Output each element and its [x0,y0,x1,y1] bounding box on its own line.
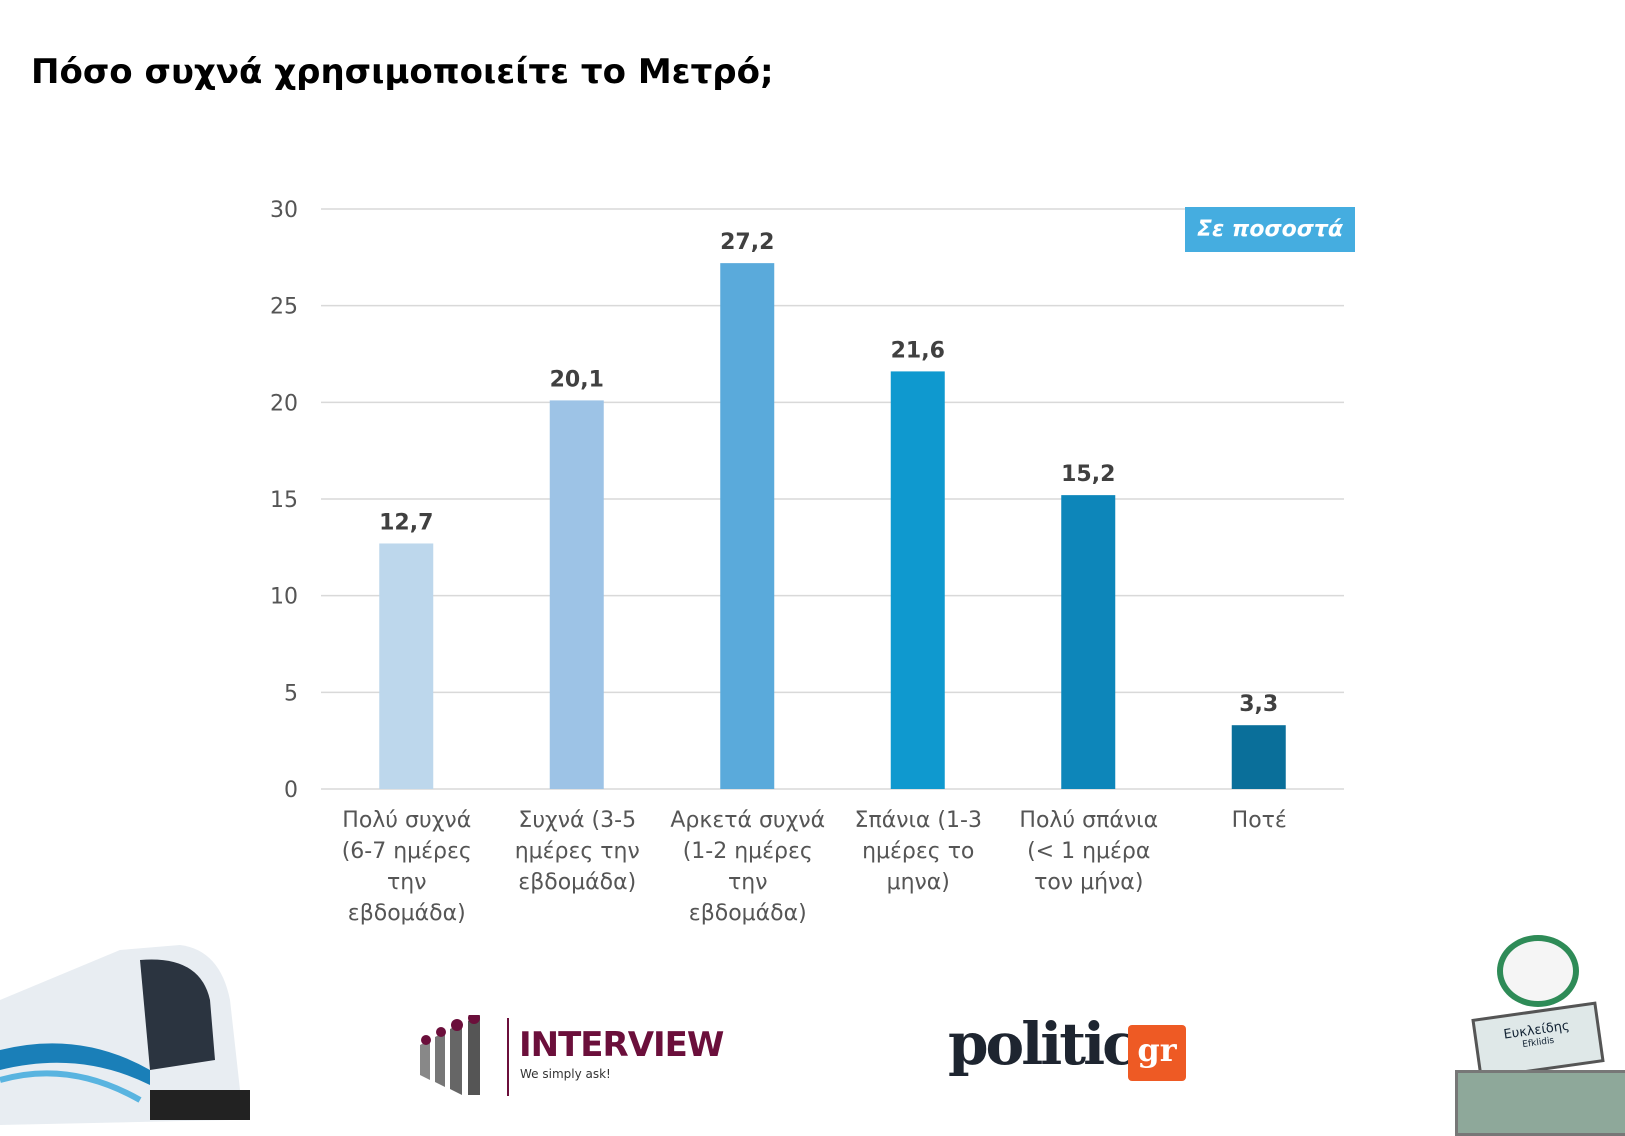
interview-tagline: We simply ask! [520,1067,611,1081]
y-tick-label: 15 [270,488,298,513]
y-tick-label: 20 [270,391,298,416]
bar [1061,495,1116,789]
metro-train-image [0,945,250,1125]
x-tick-label-line: (1-2 ημέρες [682,839,813,864]
metro-station-sign-image: Ευκλείδης Efklidis [1445,930,1625,1136]
x-tick-label-line: Σπάνια (1-3 [854,808,982,833]
x-tick-label-line: την [387,870,427,895]
x-tick-label-line: (< 1 ημέρα [1027,839,1151,864]
x-tick-label-line: εβδομάδα) [688,901,807,926]
x-tick-label: Πολύ συχνά (6-7 ημέρες την εβδομάδα) [319,805,494,929]
x-tick-label-line: (6-7 ημέρες [341,839,472,864]
x-tick-label: Σπάνια (1-3 ημέρες το μηνα) [831,805,1006,898]
x-tick-label-line: μηνα) [886,870,950,895]
data-label: 21,6 [891,338,945,363]
x-tick-label-line: Πολύ συχνά [342,808,472,833]
interview-logo: INTERVIEW We simply ask! [420,1015,740,1096]
x-tick-label-line: εβδομάδα) [347,901,466,926]
interview-logo-text: INTERVIEW [519,1025,724,1065]
y-tick-label: 30 [270,198,298,223]
x-tick-label-line: Πολύ σπάνια [1019,808,1159,833]
units-badge: Σε ποσοστά [1185,207,1355,252]
x-tick-label-line: Αρκετά συχνά [670,808,826,833]
x-tick-label: Ποτέ [1172,805,1347,836]
x-tick-label-line: εβδομάδα) [518,870,637,895]
x-tick-label: Αρκετά συχνά (1-2 ημέρες την εβδομάδα) [660,805,835,929]
page-title: Πόσο συχνά χρησιμοποιείτε το Μετρό; [31,52,774,92]
x-tick-label-line: Συχνά (3-5 [518,808,637,833]
x-tick-label-line: Ποτέ [1231,808,1287,833]
x-tick-label: Πολύ σπάνια (< 1 ημέρα τον μήνα) [1001,805,1176,898]
data-label: 12,7 [379,510,433,535]
bar [379,543,434,789]
x-tick-label-line: ημέρες την [514,839,640,864]
bar [720,263,775,790]
politic-logo-text: politic [948,1010,1137,1078]
politic-logo: politic gr [948,1010,1193,1095]
y-tick-label: 5 [284,681,298,706]
politic-gr-badge: gr [1128,1025,1186,1081]
x-tick-label-line: ημέρες το [862,839,975,864]
x-tick-label-line: τον μήνα) [1034,870,1144,895]
x-tick-label: Συχνά (3-5 ημέρες την εβδομάδα) [490,805,665,898]
y-tick-label: 10 [270,585,298,610]
bar [890,371,945,789]
y-tick-label: 0 [284,778,298,803]
interview-bars-icon [420,1015,480,1095]
bar [549,400,604,789]
x-tick-label-line: την [728,870,768,895]
data-label: 27,2 [720,230,774,255]
data-label: 15,2 [1061,462,1115,487]
y-tick-label: 25 [270,295,298,320]
data-label: 3,3 [1239,692,1278,717]
data-label: 20,1 [550,367,604,392]
bar [1231,725,1286,789]
